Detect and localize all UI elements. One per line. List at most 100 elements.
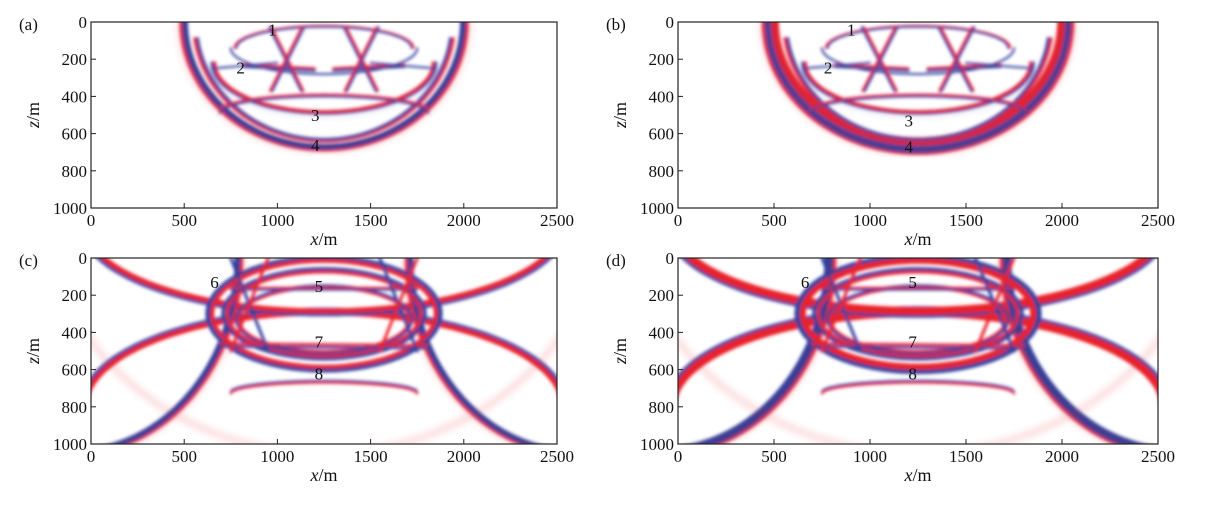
x-tick-label: 1000 bbox=[853, 211, 887, 230]
y-axis-var: z bbox=[23, 357, 43, 365]
y-tick-label: 800 bbox=[62, 398, 88, 417]
event-annotation: 6 bbox=[801, 273, 810, 292]
event-annotation: 5 bbox=[315, 277, 324, 296]
x-tick-label: 2000 bbox=[447, 447, 481, 466]
event-annotation: 7 bbox=[315, 333, 324, 352]
event-annotation: 8 bbox=[908, 364, 917, 383]
x-axis-var: x bbox=[309, 229, 318, 249]
wavefield-panel-3 bbox=[678, 258, 1158, 444]
y-axis-unit: /m bbox=[23, 338, 43, 357]
x-axis-unit: /m bbox=[318, 465, 337, 485]
y-tick-label: 600 bbox=[62, 361, 88, 380]
x-axis-var: x bbox=[309, 465, 318, 485]
x-axis-unit: /m bbox=[912, 465, 931, 485]
x-tick-label: 2500 bbox=[540, 211, 574, 230]
y-tick-label: 200 bbox=[62, 286, 88, 305]
x-axis-label: x/m bbox=[903, 229, 931, 249]
x-tick-label: 2500 bbox=[540, 447, 574, 466]
x-tick-label: 500 bbox=[171, 447, 197, 466]
event-annotation: 3 bbox=[905, 112, 914, 131]
x-axis-label: x/m bbox=[309, 229, 337, 249]
event-annotation: 6 bbox=[210, 273, 219, 292]
event-annotation: 7 bbox=[908, 333, 917, 352]
wavefield-panel-1 bbox=[761, 22, 1075, 155]
y-tick-label: 400 bbox=[649, 323, 675, 342]
x-tick-label: 500 bbox=[171, 211, 197, 230]
y-axis-var: z bbox=[23, 121, 43, 129]
x-tick-label: 1500 bbox=[949, 211, 983, 230]
event-annotation: 4 bbox=[311, 136, 320, 155]
y-tick-label: 600 bbox=[649, 125, 675, 144]
wavefield-panel-2 bbox=[91, 258, 557, 444]
y-tick-label: 1000 bbox=[53, 199, 87, 218]
event-annotation: 8 bbox=[315, 364, 324, 383]
panel-label: (b) bbox=[606, 15, 626, 34]
x-axis-unit: /m bbox=[318, 229, 337, 249]
x-axis-unit: /m bbox=[912, 229, 931, 249]
event-annotation: 4 bbox=[905, 138, 914, 157]
x-tick-label: 1500 bbox=[354, 447, 388, 466]
x-tick-label: 0 bbox=[674, 447, 683, 466]
y-tick-label: 800 bbox=[62, 162, 88, 181]
y-tick-label: 200 bbox=[649, 286, 675, 305]
y-tick-label: 800 bbox=[649, 162, 675, 181]
plot-frame bbox=[677, 21, 1159, 209]
y-axis-label: z/m bbox=[23, 102, 43, 129]
event-annotation: 3 bbox=[311, 106, 320, 125]
y-tick-label: 400 bbox=[62, 323, 88, 342]
event-annotation: 1 bbox=[847, 20, 856, 39]
y-tick-label: 400 bbox=[62, 87, 88, 106]
y-axis-label: z/m bbox=[610, 102, 630, 129]
y-tick-label: 600 bbox=[649, 361, 675, 380]
plot-frame bbox=[90, 21, 558, 209]
plot-frame bbox=[677, 257, 1159, 445]
event-annotation: 2 bbox=[236, 59, 245, 78]
x-tick-label: 0 bbox=[87, 211, 96, 230]
x-axis-var: x bbox=[903, 229, 912, 249]
panel-label: (a) bbox=[19, 15, 38, 34]
y-tick-label: 400 bbox=[649, 87, 675, 106]
event-annotation: 1 bbox=[268, 20, 277, 39]
y-tick-label: 0 bbox=[666, 249, 675, 268]
y-tick-label: 0 bbox=[666, 13, 675, 32]
x-tick-label: 500 bbox=[761, 447, 787, 466]
x-tick-label: 2000 bbox=[1045, 447, 1079, 466]
x-tick-label: 0 bbox=[87, 447, 96, 466]
y-axis-label: z/m bbox=[610, 338, 630, 365]
x-axis-var: x bbox=[903, 465, 912, 485]
x-axis-label: x/m bbox=[903, 465, 931, 485]
event-annotation: 2 bbox=[824, 59, 833, 78]
y-axis-var: z bbox=[610, 121, 630, 129]
y-tick-label: 800 bbox=[649, 398, 675, 417]
y-tick-label: 1000 bbox=[53, 435, 87, 454]
y-tick-label: 0 bbox=[79, 249, 88, 268]
x-tick-label: 2000 bbox=[1045, 211, 1079, 230]
y-tick-label: 1000 bbox=[640, 199, 674, 218]
y-tick-label: 1000 bbox=[640, 435, 674, 454]
x-tick-label: 2000 bbox=[447, 211, 481, 230]
y-axis-unit: /m bbox=[23, 102, 43, 121]
y-tick-label: 600 bbox=[62, 125, 88, 144]
x-tick-label: 2500 bbox=[1141, 211, 1175, 230]
y-axis-unit: /m bbox=[610, 338, 630, 357]
x-tick-label: 1000 bbox=[853, 447, 887, 466]
wavefield-panel-0 bbox=[178, 22, 470, 152]
plot-frame bbox=[90, 257, 558, 445]
x-tick-label: 0 bbox=[674, 211, 683, 230]
panel-label: (d) bbox=[606, 251, 626, 270]
panel-label: (c) bbox=[19, 251, 38, 270]
y-axis-var: z bbox=[610, 357, 630, 365]
y-tick-label: 200 bbox=[62, 50, 88, 69]
y-axis-label: z/m bbox=[23, 338, 43, 365]
event-annotation: 5 bbox=[908, 273, 917, 292]
x-tick-label: 1500 bbox=[354, 211, 388, 230]
y-tick-label: 200 bbox=[649, 50, 675, 69]
x-tick-label: 1500 bbox=[949, 447, 983, 466]
y-axis-unit: /m bbox=[610, 102, 630, 121]
x-axis-label: x/m bbox=[309, 465, 337, 485]
x-tick-label: 1000 bbox=[260, 211, 294, 230]
x-tick-label: 500 bbox=[761, 211, 787, 230]
x-tick-label: 1000 bbox=[260, 447, 294, 466]
x-tick-label: 2500 bbox=[1141, 447, 1175, 466]
